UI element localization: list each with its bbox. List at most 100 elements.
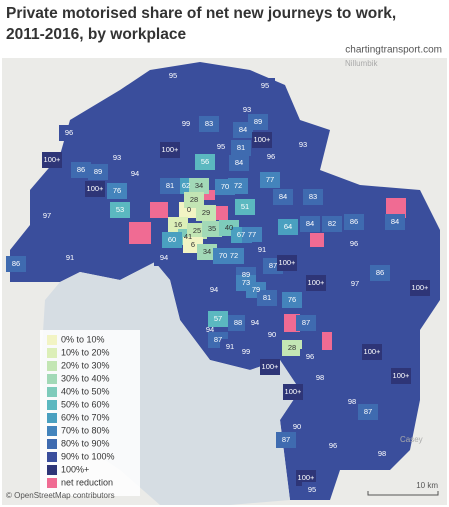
region <box>344 214 364 230</box>
net-reduction-area <box>310 233 324 247</box>
region-label: 95 <box>308 485 316 494</box>
region-label: 64 <box>284 222 292 231</box>
place-name: Nillumbik <box>345 59 378 68</box>
legend-swatch <box>47 335 57 345</box>
region-label: 16 <box>174 220 182 229</box>
region-label: 72 <box>234 181 242 190</box>
region <box>154 250 174 266</box>
legend-swatch <box>47 426 57 436</box>
region-label: 100+ <box>87 184 105 193</box>
region-label: 86 <box>77 165 85 174</box>
region <box>233 122 253 138</box>
region-label: 81 <box>263 293 271 302</box>
region <box>323 438 343 454</box>
region <box>236 344 256 360</box>
region <box>283 384 303 400</box>
region-label: 100+ <box>162 145 180 154</box>
source: chartingtransport.com <box>345 45 442 56</box>
region <box>208 311 228 327</box>
region-label: 76 <box>113 186 121 195</box>
region <box>235 199 255 215</box>
region-label: 87 <box>214 335 222 344</box>
region-label: 29 <box>202 208 210 217</box>
region <box>197 244 217 260</box>
region-label: 51 <box>241 202 249 211</box>
region-label: 94 <box>160 253 168 262</box>
region-label: 25 <box>193 226 201 235</box>
region <box>293 137 313 153</box>
place-name: Casey <box>400 435 423 444</box>
region <box>176 116 196 132</box>
region-label: 84 <box>306 219 314 228</box>
region <box>107 150 127 166</box>
region <box>345 276 365 292</box>
region <box>260 172 280 188</box>
region-label: 83 <box>205 119 213 128</box>
region <box>273 189 293 205</box>
region <box>110 202 130 218</box>
region <box>303 189 323 205</box>
region-label: 73 <box>242 278 250 287</box>
region-label: 100+ <box>412 283 430 292</box>
legend-label: net reduction <box>61 477 113 487</box>
region-label: 77 <box>248 230 256 239</box>
net-reduction-area <box>150 202 168 218</box>
legend-label: 20% to 30% <box>61 360 110 370</box>
region <box>229 155 249 171</box>
scale-label: 10 km <box>416 481 438 490</box>
net-reduction-area <box>203 190 215 200</box>
region <box>252 132 272 148</box>
region-label: 90 <box>293 422 301 431</box>
region-label: 89 <box>254 117 262 126</box>
region-label: 70 <box>219 251 227 260</box>
region <box>385 214 405 230</box>
region <box>71 162 91 178</box>
region-label: 100+ <box>393 371 411 380</box>
region-label: 94 <box>251 318 259 327</box>
region-label: 96 <box>306 352 314 361</box>
region-label: 94 <box>206 325 214 334</box>
region <box>88 164 108 180</box>
region-label: 100+ <box>308 278 326 287</box>
net-reduction-area <box>129 222 151 244</box>
region-label: 100+ <box>364 347 382 356</box>
region <box>195 154 215 170</box>
region <box>231 140 251 156</box>
region-label: 90 <box>268 330 276 339</box>
region-label: 35 <box>208 224 216 233</box>
title-line: Private motorised share of net new journ… <box>6 5 396 22</box>
region <box>184 192 204 208</box>
region <box>372 446 392 462</box>
region-label: 99 <box>182 119 190 128</box>
region <box>60 250 80 266</box>
region-label: 86 <box>12 259 20 268</box>
region-label: 83 <box>309 192 317 201</box>
legend-label: 60% to 70% <box>61 412 110 422</box>
title-line: 2011-2016, by workplace <box>6 26 186 43</box>
region <box>125 166 145 182</box>
region-label: 81 <box>166 181 174 190</box>
region-label: 76 <box>288 295 296 304</box>
region-label: 87 <box>269 261 277 270</box>
legend-label: 30% to 40% <box>61 373 110 383</box>
region <box>42 152 62 168</box>
region <box>6 256 26 272</box>
region-label: 6 <box>191 240 195 249</box>
region-label: 100+ <box>279 258 297 267</box>
region-label: 28 <box>190 195 198 204</box>
region-label: 99 <box>242 347 250 356</box>
legend-label: 0% to 10% <box>61 334 105 344</box>
region <box>277 255 297 271</box>
region <box>224 248 244 264</box>
scale-bar <box>367 491 439 496</box>
region-label: 100+ <box>254 135 272 144</box>
region <box>37 208 57 224</box>
region <box>342 394 362 410</box>
region-label: 100+ <box>285 387 303 396</box>
region <box>282 292 302 308</box>
region <box>204 282 224 298</box>
region-label: 91 <box>258 245 266 254</box>
legend-swatch <box>47 413 57 423</box>
region-label: 53 <box>116 205 124 214</box>
